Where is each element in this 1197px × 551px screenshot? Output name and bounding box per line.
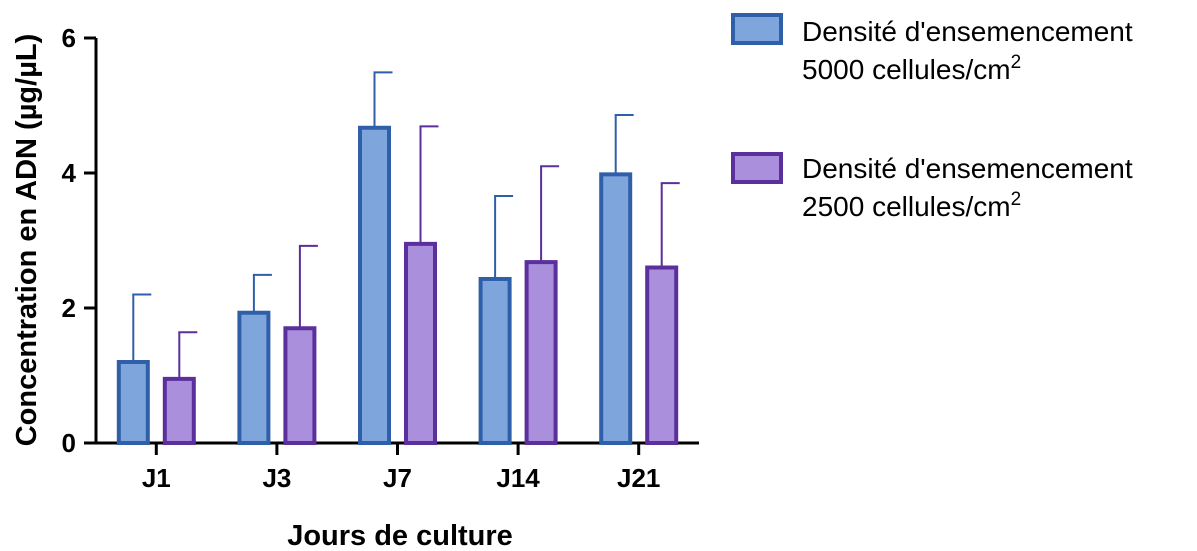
bar-series-2 [283, 326, 317, 445]
bar-series-2 [645, 265, 679, 445]
y-tick-label: 2 [62, 293, 76, 323]
legend-label-series-1-sup: 2 [1011, 52, 1022, 73]
legend-label-series-1-units: 5000 cellules/cm [802, 54, 1011, 85]
bar-series-2 [404, 241, 437, 445]
legend-swatch-series-1 [731, 13, 783, 45]
bars-group [116, 71, 680, 446]
y-tick-label: 6 [62, 23, 76, 53]
legend-swatch-series-2 [731, 152, 783, 184]
legend-label-series-1-line1: Densité d'ensemencement [802, 16, 1133, 47]
legend: Densité d'ensemencement 5000 cellules/cm… [731, 13, 1133, 222]
y-axis-title: Concentration en ADN (µg/µL) [11, 34, 43, 447]
x-tick-label: J1 [142, 463, 171, 493]
legend-label-series-2-units: 2500 cellules/cm [802, 191, 1011, 222]
x-axis-title: Jours de culture [287, 520, 513, 551]
y-tick-label: 0 [62, 428, 76, 458]
bar-series-1 [358, 125, 391, 446]
legend-label-series-2-sup: 2 [1011, 189, 1022, 210]
y-tick-label: 4 [62, 158, 77, 188]
bar-series-2 [162, 376, 196, 445]
legend-label-series-2-line2: 2500 cellules/cm2 [802, 189, 1021, 222]
x-tick-group: J1 J3 J7 J14 J21 [142, 443, 660, 493]
x-tick-label: J7 [383, 463, 412, 493]
legend-label-series-1-line2: 5000 cellules/cm2 [802, 52, 1021, 85]
x-tick-label: J14 [496, 463, 540, 493]
bar-series-1 [237, 310, 271, 445]
x-tick-label: J3 [262, 463, 291, 493]
bar-series-1 [478, 276, 512, 445]
legend-label-series-2-line1: Densité d'ensemencement [802, 153, 1133, 184]
bar-series-2 [524, 260, 558, 445]
x-tick-label: J21 [617, 463, 660, 493]
bar-series-1 [599, 172, 633, 445]
bar-series-1 [116, 360, 150, 445]
y-tick-group: 0 2 4 6 [62, 23, 96, 458]
